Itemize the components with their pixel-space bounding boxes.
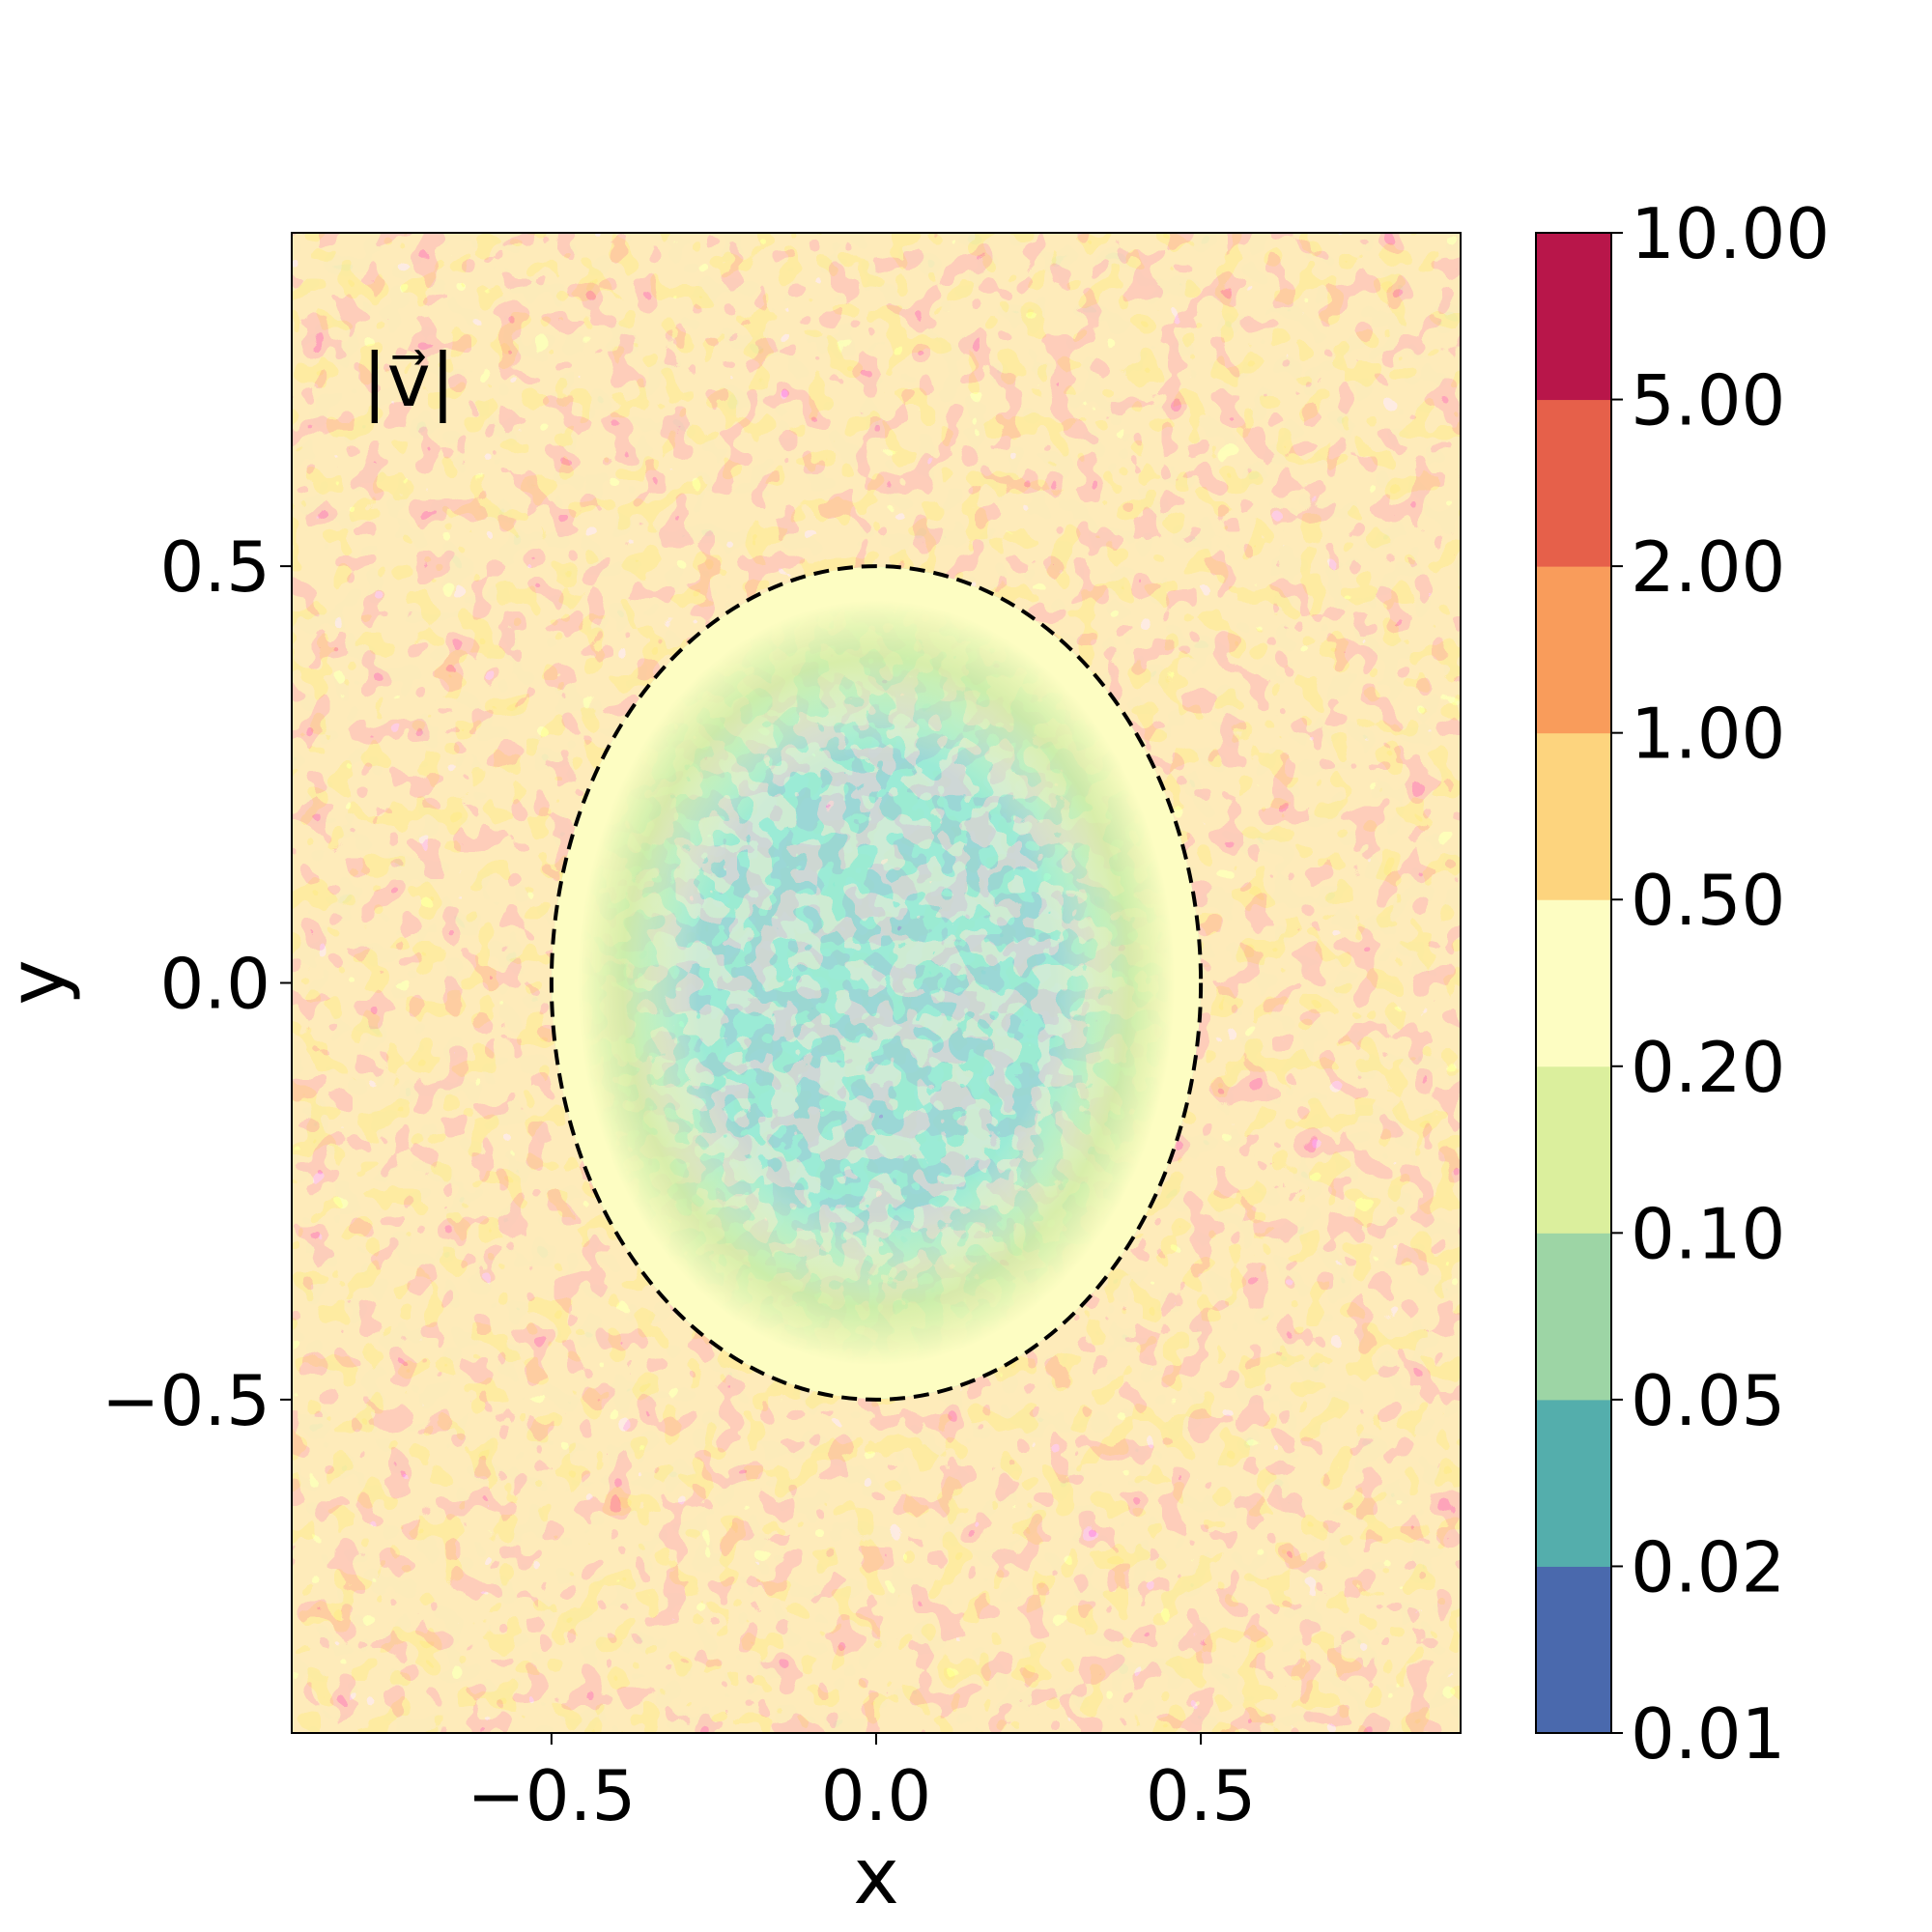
y-tick-label: 0.5 bbox=[159, 526, 270, 608]
colorbar-tick-label: 0.02 bbox=[1631, 1526, 1785, 1607]
colorbar-band bbox=[1536, 732, 1611, 900]
colorbar-band bbox=[1536, 399, 1611, 567]
colorbar-band bbox=[1536, 1399, 1611, 1567]
x-tick-label: 0.0 bbox=[821, 1755, 932, 1836]
colorbar-band bbox=[1536, 1065, 1611, 1234]
y-axis-label: y bbox=[0, 959, 82, 1005]
colorbar-tick-label: 0.10 bbox=[1631, 1193, 1785, 1274]
colorbar-tick-label: 0.20 bbox=[1631, 1027, 1785, 1108]
colorbar-band bbox=[1536, 1566, 1611, 1734]
colorbar-tick-label: 10.00 bbox=[1631, 193, 1830, 274]
colorbar-tick-label: 0.50 bbox=[1631, 860, 1785, 941]
colorbar-frame bbox=[1535, 232, 1612, 1734]
colorbar-tick-label: 0.05 bbox=[1631, 1360, 1785, 1441]
y-tick-label: 0.0 bbox=[159, 944, 270, 1025]
field-annotation: |v⃗| bbox=[362, 337, 455, 424]
colorbar-band bbox=[1536, 233, 1611, 401]
colorbar-band bbox=[1536, 566, 1611, 734]
inner-field-fade bbox=[552, 567, 1201, 1399]
x-tick-label: −0.5 bbox=[467, 1755, 636, 1836]
y-axis: −0.5 0.0 0.5 bbox=[101, 526, 292, 1441]
colorbar-tick-label: 1.00 bbox=[1631, 694, 1785, 775]
y-tick-label: −0.5 bbox=[101, 1360, 270, 1441]
colorbar: 0.01 0.02 0.05 0.10 0.20 0.50 1.00 2.00 5.00 10.0… bbox=[1535, 193, 1830, 1775]
colorbar-band bbox=[1536, 1233, 1611, 1401]
x-axis-label: x bbox=[853, 1832, 898, 1921]
colorbar-tick-label: 5.00 bbox=[1631, 360, 1785, 441]
colorbar-tick-label: 2.00 bbox=[1631, 526, 1785, 608]
x-tick-label: 0.5 bbox=[1146, 1755, 1257, 1836]
colorbar-tick-label: 0.01 bbox=[1631, 1693, 1785, 1775]
plot-area bbox=[292, 233, 1461, 1733]
boundary-ellipse bbox=[549, 564, 1204, 1402]
x-axis: −0.5 0.0 0.5 bbox=[467, 1733, 1256, 1836]
colorbar-band bbox=[1536, 899, 1611, 1067]
